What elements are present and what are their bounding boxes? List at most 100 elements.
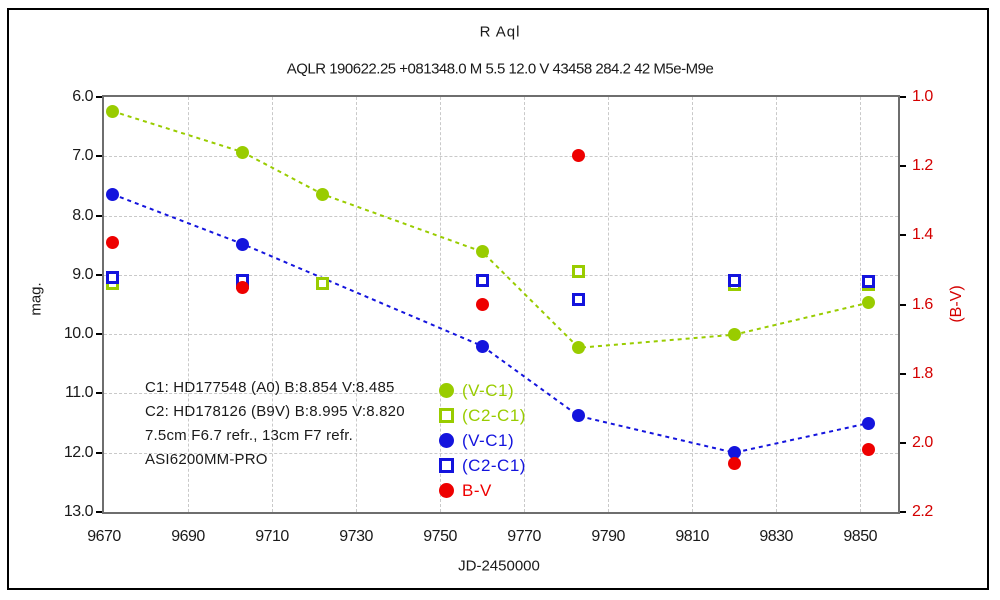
legend-item: (C2-C1)	[439, 403, 526, 428]
gridline-horizontal	[104, 156, 898, 158]
left-axis-tick-label: 9.0	[72, 265, 93, 283]
legend-circle-icon	[439, 383, 454, 398]
legend-item: (V-C1)	[439, 428, 526, 453]
right-axis-tick-label: 1.8	[912, 364, 933, 382]
x-axis-tick-label: 9850	[843, 528, 877, 545]
chart-subtitle: AQLR 190622.25 +081348.0 M 5.5 12.0 V 43…	[286, 60, 714, 78]
right-axis-tick	[900, 511, 906, 513]
left-axis-tick	[96, 392, 102, 395]
data-point-v-c1-green	[105, 104, 119, 118]
gridline-horizontal	[104, 274, 898, 276]
left-axis-tick	[96, 273, 102, 276]
gridline-vertical	[440, 97, 442, 512]
left-axis-title: mag.	[27, 282, 45, 316]
x-axis-tick-label: 9810	[675, 528, 709, 545]
legend-square-icon	[439, 458, 454, 473]
data-point-b-v-red	[475, 298, 489, 311]
legend-item-label: (V-C1)	[462, 380, 515, 400]
series-line-v-c1-blue	[112, 193, 869, 454]
gridline-vertical	[776, 97, 778, 512]
data-point-v-c1-green	[862, 296, 876, 310]
left-axis-tick	[96, 155, 102, 158]
data-point-b-v-red	[727, 457, 741, 471]
legend-circle-icon	[439, 483, 454, 498]
left-axis-tick	[96, 333, 102, 336]
right-axis-tick-label: 1.0	[912, 88, 933, 105]
x-axis-title: JD-2450000	[458, 557, 540, 575]
x-axis-tick-label: 9710	[255, 528, 289, 545]
right-axis-tick	[900, 441, 906, 444]
data-point-c2-c1-green	[572, 265, 586, 279]
gridline-vertical	[356, 97, 358, 512]
legend: (V-C1) (C2-C1) (V-C1) (C2-C1) B-V	[439, 378, 526, 503]
left-axis-tick-label: 7.0	[72, 147, 93, 165]
right-axis-tick	[900, 165, 906, 168]
left-axis-tick-label: 10.0	[63, 325, 94, 343]
left-axis-tick-label: 6.0	[72, 88, 93, 105]
annotation-line: ASI6200MM-PRO	[145, 451, 268, 468]
data-point-b-v-red	[862, 443, 876, 457]
left-axis-tick-label: 8.0	[72, 206, 93, 224]
data-point-v-c1-blue	[572, 409, 586, 423]
right-axis-tick	[900, 303, 906, 306]
annotation-block: C1: HD177548 (A0) B:8.854 V:8.485 C2: HD1…	[145, 376, 405, 472]
right-axis-tick	[900, 96, 906, 98]
gridline-vertical	[272, 97, 274, 512]
data-point-v-c1-green	[236, 145, 250, 159]
gridline-horizontal	[104, 452, 898, 454]
left-axis-tick	[96, 96, 102, 98]
data-point-v-c1-green	[475, 245, 489, 259]
right-axis-tick	[900, 234, 906, 237]
gridline-vertical	[188, 97, 190, 512]
left-axis-tick-label: 12.0	[63, 443, 94, 461]
data-point-c2-c1-green	[315, 276, 329, 290]
data-point-v-c1-blue	[475, 339, 489, 353]
right-axis-tick-label: 2.0	[912, 433, 933, 451]
legend-item-label: (V-C1)	[462, 430, 515, 450]
right-axis-tick-label: 1.4	[912, 226, 933, 244]
left-axis-tick	[96, 214, 102, 217]
data-point-b-v-red	[105, 235, 119, 249]
data-point-v-c1-blue	[727, 446, 741, 460]
legend-item-label: B-V	[462, 480, 492, 500]
figure-border	[7, 8, 989, 590]
data-point-c2-c1-blue	[572, 293, 586, 307]
data-point-v-c1-blue	[105, 187, 119, 201]
gridline-vertical	[608, 97, 610, 512]
data-point-b-v-red	[572, 149, 586, 163]
gridline-horizontal	[104, 215, 898, 217]
legend-item-label: (C2-C1)	[462, 455, 526, 475]
annotation-line: 7.5cm F6.7 refr., 13cm F7 refr.	[145, 427, 353, 444]
data-point-v-c1-blue	[236, 237, 250, 251]
gridline-vertical	[524, 97, 526, 512]
right-axis-tick-label: 1.2	[912, 157, 933, 175]
data-point-v-c1-green	[727, 328, 741, 342]
data-point-v-c1-green	[572, 341, 586, 355]
data-point-b-v-red	[236, 280, 250, 294]
x-axis-tick-label: 9670	[87, 528, 121, 545]
legend-circle-icon	[439, 433, 454, 448]
left-axis-tick-label: 11.0	[65, 384, 93, 402]
legend-square-icon	[439, 408, 454, 423]
right-axis-title: (B-V)	[948, 285, 965, 323]
data-point-c2-c1-blue	[727, 274, 741, 288]
x-axis-tick-label: 9730	[339, 528, 373, 545]
data-point-v-c1-blue	[862, 416, 876, 430]
series-line-v-c1-green	[112, 110, 869, 349]
left-axis-tick	[96, 511, 102, 513]
right-axis-tick	[900, 372, 906, 375]
plot-area	[102, 95, 900, 514]
x-axis-tick-label: 9830	[759, 528, 793, 545]
x-axis-tick-label: 9750	[423, 528, 457, 545]
legend-item: (V-C1)	[439, 378, 526, 403]
data-point-c2-c1-blue	[105, 270, 119, 284]
annotation-line: C2: HD178126 (B9V) B:8.995 V:8.820	[145, 403, 405, 420]
chart-title: R Aql	[479, 23, 521, 41]
data-point-c2-c1-blue	[475, 273, 489, 287]
legend-item: (C2-C1)	[439, 453, 526, 478]
data-point-v-c1-green	[315, 187, 329, 201]
gridline-vertical	[692, 97, 694, 512]
left-axis-tick	[96, 451, 102, 454]
legend-item-label: (C2-C1)	[462, 405, 526, 425]
